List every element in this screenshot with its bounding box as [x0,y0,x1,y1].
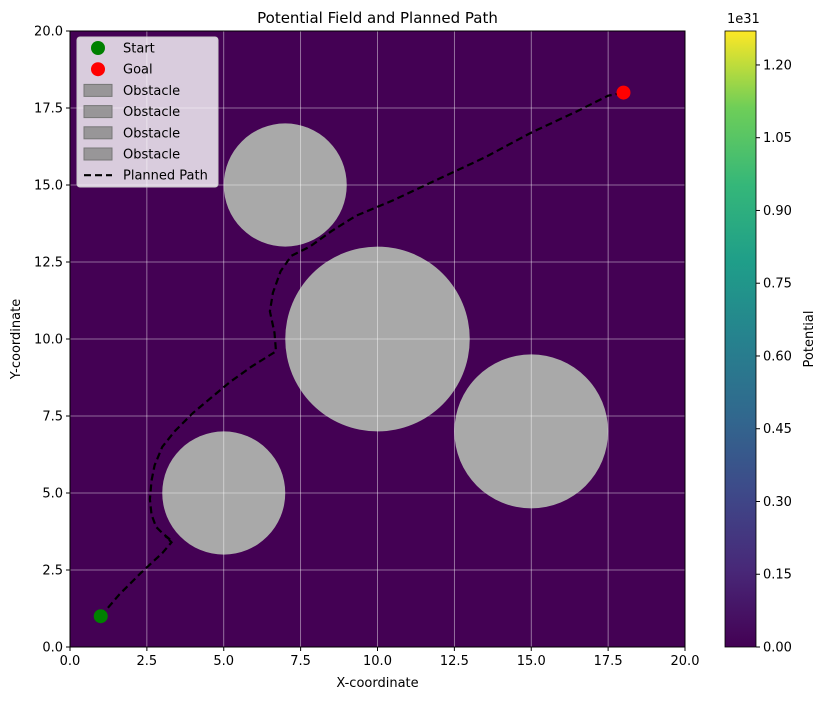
x-tick-label: 17.5 [594,654,623,669]
colorbar-tick-label: 0.15 [763,568,792,583]
legend-obstacle-swatch [83,83,113,97]
goal-marker [616,85,631,100]
y-tick-label: 10.0 [34,333,63,348]
y-tick-label: 12.5 [34,256,63,271]
legend-obstacle-label: Obstacle [123,105,180,120]
x-tick-label: 2.5 [137,654,158,669]
legend-obstacle-swatch [83,126,113,140]
path-layer [99,91,624,617]
legend-goal-swatch [91,62,105,77]
legend-goal-label: Goal [123,63,153,78]
legend-obstacle-label: Obstacle [123,84,180,99]
colorbar-gradient [724,30,757,648]
x-axis-ticks: 0.0 2.5 5.0 7.5 10.0 12.5 15.0 17.5 20.0 [60,647,700,669]
y-tick-label: 15.0 [34,179,63,194]
legend-obstacle-swatch [83,105,113,119]
legend-obstacle-label: Obstacle [123,148,180,163]
colorbar-tick-label: 0.30 [763,495,792,510]
legend-start-label: Start [123,42,155,57]
y-tick-label: 7.5 [42,410,63,425]
colorbar-tick-label: 0.60 [763,349,792,364]
colorbar-tick-label: 0.75 [763,277,792,292]
legend: Start Goal Obstacle Obstacle Obstacle Obstacl… [76,36,219,188]
markers-layer [93,85,631,624]
x-tick-label: 10.0 [363,654,392,669]
legend-obstacle-swatch [83,147,113,161]
y-tick-label: 20.0 [34,25,63,40]
colorbar-label: Potential [802,311,817,368]
legend-obstacle-label: Obstacle [123,126,180,141]
x-tick-label: 12.5 [440,654,469,669]
legend-start-swatch [91,41,105,55]
y-axis-ticks: 0.0 2.5 5.0 7.5 10.0 12.5 15.0 17.5 20.0 [34,25,70,656]
colorbar: 1e31 Potential 0.000.150.300.450.600.750… [724,12,817,656]
colorbar-tick-label: 0.90 [763,204,792,219]
colorbar-tick-label: 1.05 [763,131,792,146]
colorbar-tick-label: 1.20 [763,58,792,73]
x-tick-label: 15.0 [517,654,546,669]
y-tick-label: 0.0 [42,641,63,656]
x-tick-label: 0.0 [60,654,81,669]
colorbar-tick-label: 0.45 [763,422,792,437]
start-marker [93,609,108,624]
chart-title: Potential Field and Planned Path [257,9,498,27]
y-tick-label: 17.5 [34,102,63,117]
x-tick-label: 5.0 [213,654,234,669]
colorbar-exponent: 1e31 [727,12,760,27]
y-tick-label: 2.5 [42,564,63,579]
y-tick-label: 5.0 [42,487,63,502]
colorbar-tick-label: 0.00 [763,641,792,656]
x-tick-label: 20.0 [671,654,700,669]
legend-path-label: Planned Path [123,169,208,184]
x-axis-label: X-coordinate [336,676,418,691]
x-tick-label: 7.5 [290,654,311,669]
colorbar-ticks: 0.00 0.15 0.30 0.45 0.60 0.75 0.90 1.05 1.20 [756,58,792,656]
y-axis-label: Y-coordinate [9,299,24,380]
planned-path-line [99,91,624,617]
